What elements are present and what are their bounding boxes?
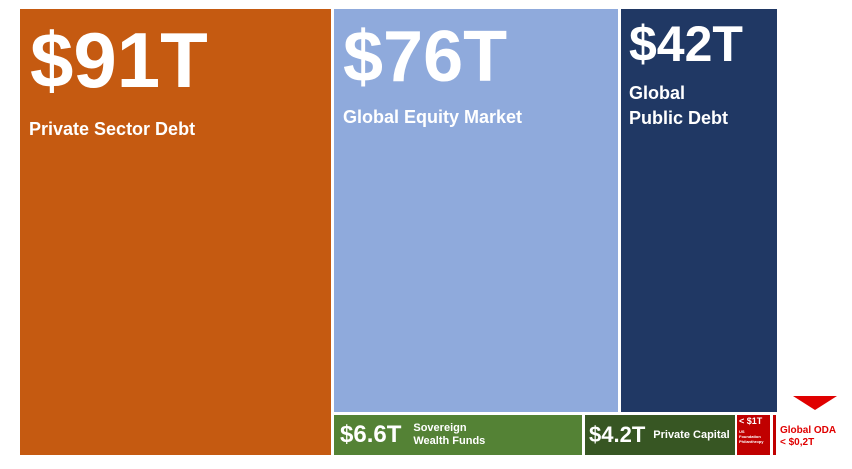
block-value: < $1T (739, 416, 763, 426)
block-value: $76T (343, 17, 508, 97)
block-value: $6.6T (340, 421, 402, 448)
block-value: $4.2T (589, 422, 646, 447)
block-label: Sovereign (413, 422, 467, 434)
block-label: Philanthropy (739, 439, 764, 444)
oda-bar (773, 415, 776, 455)
block: $42T Global Public Debt (621, 9, 777, 412)
block: $76T Global Equity Market (334, 9, 618, 412)
block: $4.2T Private Capital (585, 415, 735, 455)
callout-label: < $0,2T (780, 437, 815, 448)
block: $6.6T Sovereign Wealth Funds (334, 415, 582, 455)
callout-label: Global ODA (780, 425, 837, 436)
block-label: Wealth Funds (413, 435, 486, 447)
block-value: $42T (629, 16, 743, 72)
block-label: Global (629, 83, 686, 103)
pointer-triangle (793, 396, 837, 410)
block: $91T Private Sector Debt (20, 9, 331, 455)
block-label: Private Sector Debt (29, 119, 196, 139)
block-value: $91T (30, 16, 208, 104)
block: < $1T US Foundation Philanthropy (737, 415, 770, 455)
block-label: Public Debt (629, 108, 729, 128)
callout: Global ODA < $0,2T (780, 425, 836, 449)
block-label: Private Capital (653, 429, 730, 441)
block-label: US (739, 429, 745, 434)
block-label: Foundation (739, 434, 761, 439)
block-label: Global Equity Market (343, 107, 523, 127)
